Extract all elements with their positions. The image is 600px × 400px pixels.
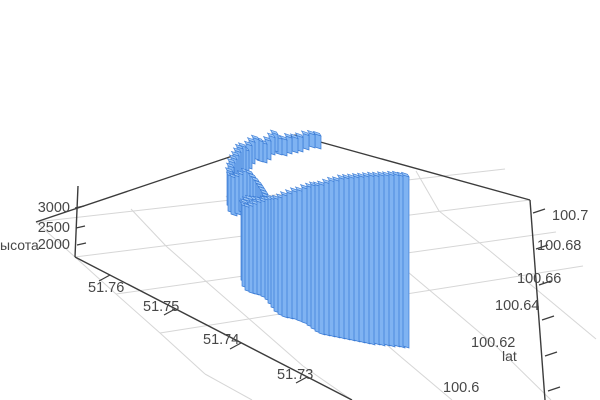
z-tick-2000: 2000 [37,237,70,253]
z-axis-spine [74,185,79,258]
bar-series-elevation [224,129,410,349]
z-axis-title: ысота [0,237,39,253]
z-tick-3000: 3000 [37,200,70,216]
left-tick-51-73: 51.73 [277,367,314,383]
back-right-edge [294,134,531,201]
left-tick-51-75: 51.75 [143,299,180,315]
left-tick-51-76: 51.76 [88,280,125,296]
z-tick-marks [74,205,87,246]
bar-columns [224,129,410,349]
right-tick-100-66: 100.66 [517,271,562,287]
left-tick-marks [98,274,308,384]
right-tick-100-64: 100.64 [495,298,540,314]
right-axis-spine [529,199,546,400]
right-tick-100-7: 100.7 [552,208,589,224]
right-tick-marks [532,208,561,392]
right-tick-100-6: 100.6 [443,380,480,396]
right-tick-100-68: 100.68 [537,238,582,254]
left-tick-51-74: 51.74 [203,332,240,348]
z-tick-2500: 2500 [37,220,70,236]
right-axis-title: lat [502,348,517,364]
left-axis-spine [74,256,353,400]
right-tick-100-62: 100.62 [471,335,516,351]
axis-spines [35,134,546,400]
